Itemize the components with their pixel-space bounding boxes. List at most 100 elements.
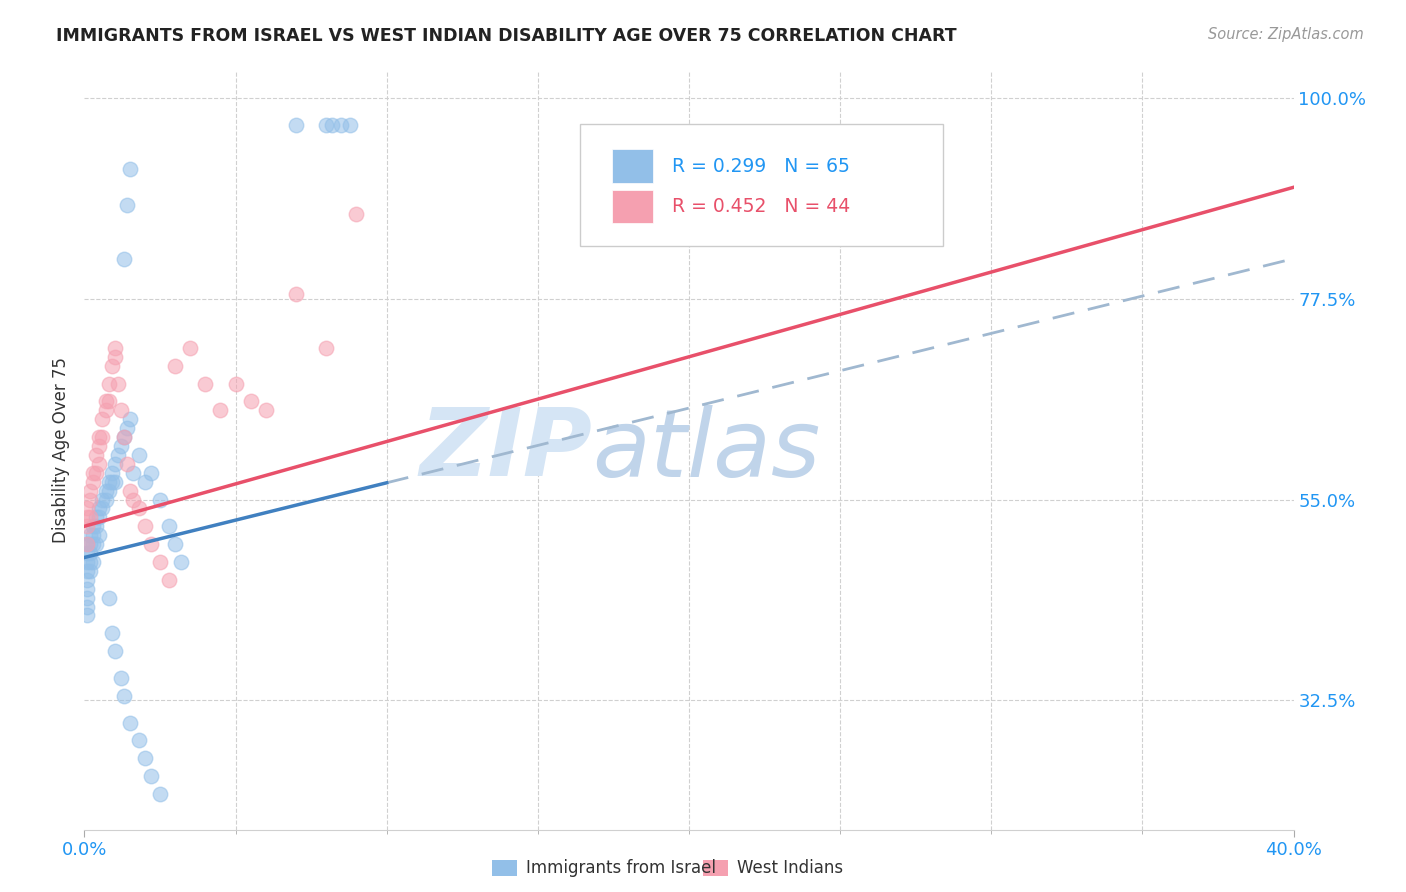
Point <box>107 376 129 391</box>
Point <box>89 528 111 542</box>
Point <box>97 483 120 498</box>
Point <box>76 510 98 524</box>
Text: atlas: atlas <box>592 405 821 496</box>
Point <box>91 412 114 426</box>
Point <box>179 341 201 355</box>
Point <box>315 118 337 132</box>
Point <box>339 118 361 132</box>
Point <box>104 644 127 658</box>
Point <box>112 430 135 444</box>
Point <box>118 483 141 498</box>
Point <box>110 403 132 417</box>
Point <box>97 475 120 489</box>
Point <box>104 341 127 355</box>
Point <box>149 555 172 569</box>
Point <box>134 519 156 533</box>
Point <box>194 376 217 391</box>
Point <box>97 376 120 391</box>
Point <box>121 466 143 480</box>
Text: Immigrants from Israel: Immigrants from Israel <box>526 859 716 877</box>
Point <box>89 457 111 471</box>
Point <box>76 564 98 578</box>
Point <box>82 528 104 542</box>
Point <box>330 118 353 132</box>
Point <box>118 412 141 426</box>
Text: IMMIGRANTS FROM ISRAEL VS WEST INDIAN DISABILITY AGE OVER 75 CORRELATION CHART: IMMIGRANTS FROM ISRAEL VS WEST INDIAN DI… <box>56 27 957 45</box>
Point <box>110 671 132 685</box>
Point <box>94 492 117 507</box>
FancyBboxPatch shape <box>612 150 652 183</box>
Point <box>86 519 108 533</box>
Point <box>112 252 135 266</box>
Point <box>128 501 150 516</box>
Point <box>76 519 98 533</box>
Point <box>76 608 98 623</box>
Point <box>86 448 108 462</box>
Point <box>112 430 135 444</box>
Point <box>79 492 101 507</box>
Point <box>91 492 114 507</box>
Point <box>157 573 180 587</box>
Point <box>104 457 127 471</box>
Point <box>149 492 172 507</box>
Y-axis label: Disability Age Over 75: Disability Age Over 75 <box>52 358 70 543</box>
Point <box>89 501 111 516</box>
Point <box>209 403 232 417</box>
Point <box>97 394 120 409</box>
Point <box>79 483 101 498</box>
Point <box>104 350 127 364</box>
Text: ZIP: ZIP <box>419 404 592 497</box>
Point <box>79 564 101 578</box>
Point <box>76 591 98 605</box>
Point <box>89 439 111 453</box>
Point <box>112 689 135 703</box>
Point <box>100 359 122 373</box>
Text: Source: ZipAtlas.com: Source: ZipAtlas.com <box>1208 27 1364 42</box>
Point <box>110 439 132 453</box>
Point <box>86 537 108 551</box>
Text: R = 0.299   N = 65: R = 0.299 N = 65 <box>672 157 849 176</box>
Point <box>82 466 104 480</box>
Point <box>79 546 101 560</box>
Point <box>89 510 111 524</box>
Point <box>76 582 98 596</box>
Point <box>121 492 143 507</box>
Point <box>321 118 343 132</box>
Point <box>139 466 162 480</box>
Point <box>115 457 138 471</box>
Point <box>76 537 98 551</box>
Point <box>165 359 187 373</box>
Point <box>315 341 337 355</box>
Point <box>285 287 308 301</box>
Point <box>82 519 104 533</box>
Point <box>82 555 104 569</box>
Point <box>94 483 117 498</box>
Point <box>94 403 117 417</box>
Point <box>79 510 101 524</box>
Point <box>97 591 120 605</box>
Point <box>76 537 98 551</box>
Point <box>157 519 180 533</box>
Point <box>91 501 114 516</box>
Point <box>76 599 98 614</box>
Point <box>107 448 129 462</box>
Point <box>100 475 122 489</box>
Point <box>76 501 98 516</box>
Point <box>170 555 193 569</box>
Point <box>100 466 122 480</box>
Point <box>139 537 162 551</box>
Point <box>76 546 98 560</box>
Point <box>94 394 117 409</box>
Point <box>134 751 156 765</box>
Point <box>134 475 156 489</box>
Point <box>139 769 162 783</box>
FancyBboxPatch shape <box>612 190 652 223</box>
Point <box>225 376 247 391</box>
Point <box>285 118 308 132</box>
Text: West Indians: West Indians <box>737 859 842 877</box>
Point <box>82 475 104 489</box>
Point <box>79 555 101 569</box>
Point <box>79 537 101 551</box>
Point <box>128 733 150 747</box>
FancyBboxPatch shape <box>581 124 943 245</box>
